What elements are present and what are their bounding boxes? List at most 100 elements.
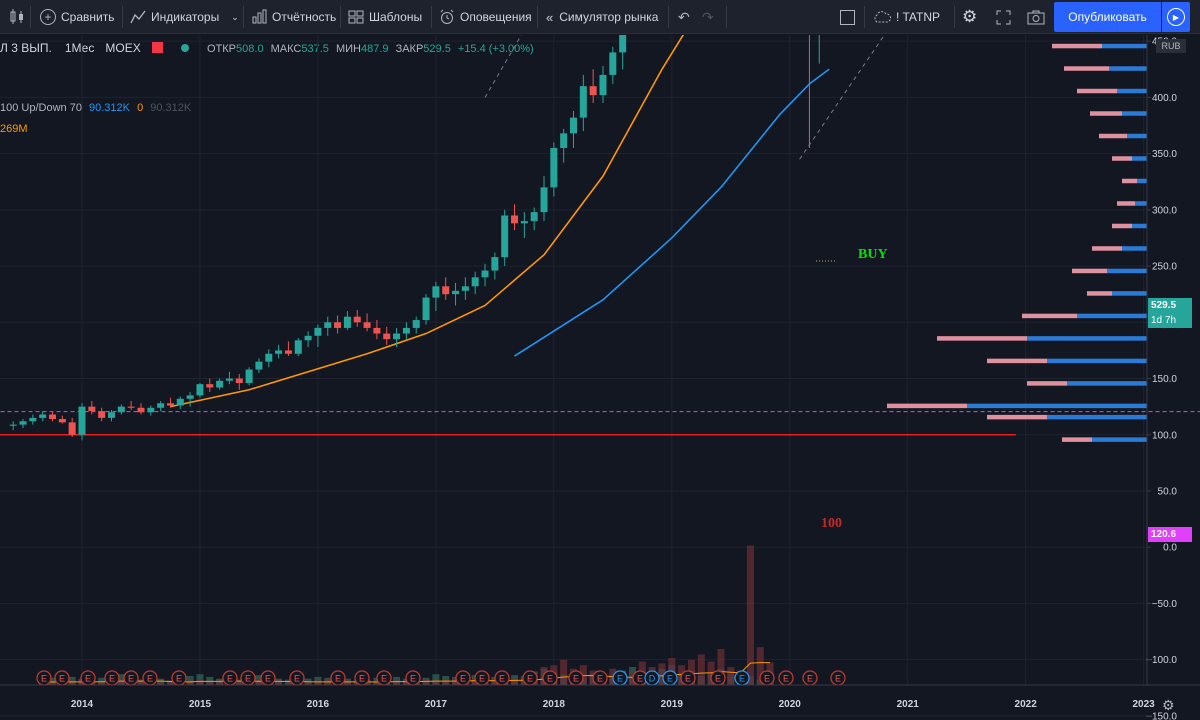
candle-body [58,419,66,423]
candle-body [422,297,430,321]
profile-down-bar [987,358,1047,364]
event-marker-letter: E [176,674,182,684]
event-marker-letter: E [597,674,603,684]
symbol-name[interactable]: Л 3 ВЫП. [0,41,52,55]
candle-body [186,395,194,399]
profile-up-bar [1122,111,1147,116]
buy-annotation: BUY [858,247,888,262]
volume-bar-down [49,683,57,685]
year-tick-label: 2022 [1015,699,1038,710]
event-marker-letter: E [85,674,91,684]
reports-button[interactable]: Отчётность [251,0,336,34]
event-marker-letter: E [573,674,579,684]
candle-body [29,417,37,422]
volume-bar-down [98,682,106,685]
volume-indicator-name[interactable]: 100 Up/Down 70 [0,102,82,114]
profile-up-bar [1127,133,1147,139]
candle-body [9,424,17,426]
price-tick-label: 50.0 [1158,486,1178,497]
redo-button[interactable]: ↷ [702,0,714,34]
cloud-layout-button[interactable]: ! TATNP [872,0,940,34]
profile-up-bar [1109,66,1147,71]
time-axis[interactable]: 2014 2015 2016 2017 2018 2019 2020 2021 2022 2023 [71,699,1155,710]
indicators-button[interactable]: Индикаторы ⌄ [130,0,239,34]
candle-body [324,322,332,328]
price-tick-label: −50.0 [1152,599,1178,610]
candle-body [68,422,76,435]
compare-button[interactable]: + Сравнить [40,0,114,34]
profile-up-bar [1077,313,1147,319]
volume-bar-down [393,680,401,685]
candle-body [117,406,125,413]
event-marker-letter: E [667,674,673,684]
snapshot-button[interactable] [1027,0,1045,34]
candle-body [461,286,469,291]
volume-bar-up [117,674,125,685]
candle-body [353,316,361,323]
red-flag-icon[interactable] [152,42,163,53]
market-simulator-button[interactable]: « Симулятор рынка [546,0,658,34]
green-status-dot [181,44,189,52]
volume-bar-down [117,681,125,685]
year-tick-label: 2018 [543,699,566,710]
level-100-annotation: 100 [821,516,842,531]
volume-bar-down [373,680,381,685]
price-tick-label: 300.0 [1152,205,1177,216]
alerts-button[interactable]: Оповещения [439,0,532,34]
horizontal-lines [0,260,1200,436]
simulator-label: Симулятор рынка [559,10,659,24]
candle-body [235,378,243,384]
event-marker-letter: E [764,674,770,684]
price-axis[interactable]: 950.0900.0850.0800.0750.0700.0650.0600.0… [1146,35,1177,720]
interval-label: 1Мес [64,41,95,55]
last-price-tag: 529.5 [1148,298,1192,313]
volume-bar-down [255,679,263,685]
candle-body [471,277,479,287]
price-tick-label: 250.0 [1152,262,1177,273]
layout-button[interactable] [840,0,855,34]
undo-button[interactable]: ↶ [678,0,690,34]
event-marker-letter: E [783,674,789,684]
profile-down-bar [1062,437,1092,442]
candle-body [402,327,410,334]
profile-down-bar [1112,156,1132,161]
axis-settings-button[interactable]: ⚙ [1162,697,1175,714]
year-tick-label: 2020 [779,699,802,710]
indicators-icon [130,10,146,24]
event-marker-letter: E [460,674,466,684]
currency-badge[interactable]: RUB [1156,39,1186,53]
event-marker-letter: E [807,674,813,684]
templates-icon [348,10,364,24]
candle-body [363,322,371,328]
fullscreen-button[interactable] [996,0,1011,34]
candles-icon[interactable] [8,0,26,34]
event-marker-letter: E [41,674,47,684]
candle-body [501,215,509,258]
candle-body [520,221,528,224]
candles [9,35,820,441]
symbol-legend: Л 3 ВЫП. 1Мес MOEX [0,41,141,55]
publish-dropdown-button[interactable]: ▶ [1162,2,1190,32]
volume-value-2: 0 [137,102,144,114]
templates-button[interactable]: Шаблоны [348,0,422,34]
publish-label: Опубликовать [1068,10,1147,24]
volume-bar-up [157,678,165,685]
candle-body [609,52,617,75]
profile-down-bar [1064,66,1109,71]
event-marker-letter: D [649,674,656,684]
currency-label: RUB [1161,41,1181,51]
candle-body [284,350,292,354]
volume-bar-down [658,663,666,685]
candle-body [19,421,27,425]
profile-up-bar [1117,88,1147,94]
candle-body [442,286,450,295]
event-marker-letter: E [499,674,505,684]
volume-bar-down [275,680,283,685]
publish-button[interactable]: Опубликовать [1054,2,1161,32]
candle-body [49,414,57,420]
event-marker-letter: E [547,674,553,684]
volume-bar-up [432,674,440,685]
candle-body [619,35,627,53]
settings-button[interactable]: ⚙ [962,0,977,34]
